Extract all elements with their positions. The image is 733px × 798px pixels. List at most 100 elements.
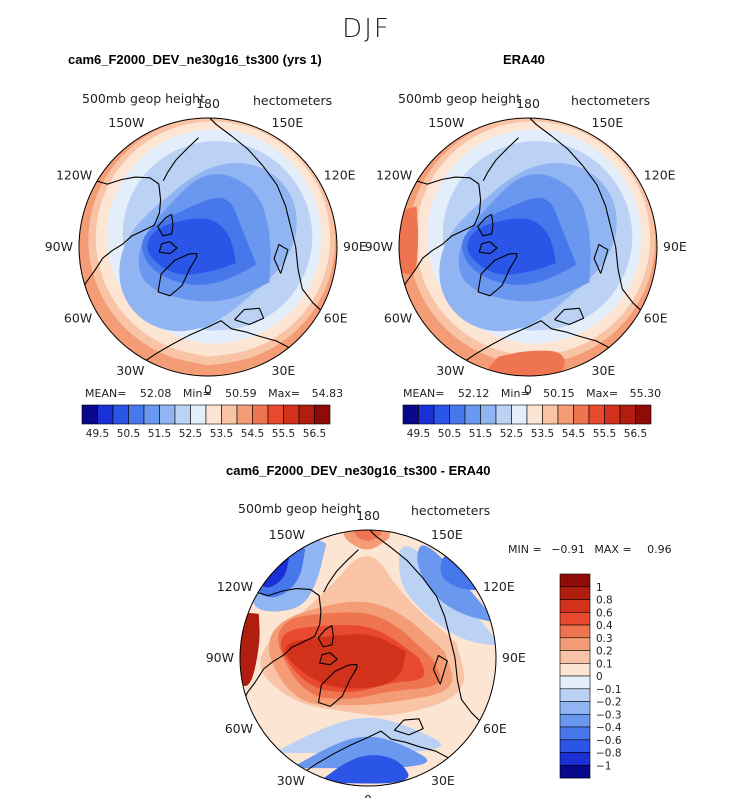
colorbar-swatch — [433, 404, 450, 425]
field-contour — [458, 173, 591, 302]
coastline — [400, 176, 482, 294]
colorbar-tick-label: 56.5 — [624, 428, 647, 440]
lon-label-30E: 30E — [272, 363, 296, 378]
colorbar-tick-label: 49.5 — [407, 428, 430, 440]
colorbar-tick-label: 0.2 — [596, 646, 613, 658]
colorbar-swatch — [559, 739, 591, 753]
lon-label-120E: 120E — [483, 579, 515, 594]
lon-label-150W: 150W — [108, 115, 144, 130]
colorbar-tick-label: 1 — [596, 582, 603, 594]
field-contour — [399, 546, 496, 647]
colorbar-tick-label: 51.5 — [469, 428, 492, 440]
panel-1-variable: 500mb geop height — [82, 91, 205, 106]
panel-2-mean: 52.12 — [457, 387, 490, 400]
coastline — [202, 118, 326, 316]
colorbar-swatch — [559, 611, 591, 626]
colorbar-swatch — [619, 404, 636, 425]
panel-3-colorbar: 10.80.60.40.30.20.10−0.1−0.2−0.3−0.4−0.6… — [559, 573, 622, 779]
field-contour — [442, 141, 633, 331]
field-contour — [119, 162, 297, 332]
lon-label-60E: 60E — [324, 311, 348, 326]
colorbar-tick-label: 55.5 — [272, 428, 295, 440]
colorbar-swatch — [112, 404, 129, 425]
field-contour — [467, 218, 556, 275]
field-contour — [417, 545, 496, 624]
colorbar-tick-label: 53.5 — [210, 428, 233, 440]
colorbar-tick-label: 53.5 — [531, 428, 554, 440]
coastline — [234, 307, 265, 326]
coastline — [362, 530, 485, 726]
coastline — [319, 652, 338, 666]
panel-2-max: 55.30 — [629, 387, 662, 400]
colorbar-tick-label: −0.4 — [596, 722, 622, 734]
coastline — [478, 241, 498, 255]
panel-3-min-label: MIN = — [508, 543, 542, 556]
colorbar-swatch — [402, 404, 419, 425]
colorbar-swatch — [81, 404, 98, 425]
panel-1-map — [78, 117, 338, 377]
colorbar-swatch — [314, 404, 331, 425]
colorbar-swatch — [159, 404, 176, 425]
panel-1-title: cam6_F2000_DEV_ne30g16_ts300 (yrs 1) — [68, 52, 322, 67]
colorbar-swatch — [559, 713, 591, 728]
field-contour — [408, 118, 656, 366]
panel-3-variable: 500mb geop height — [238, 501, 361, 516]
coastline — [554, 307, 585, 326]
field-contour — [343, 530, 391, 550]
colorbar-swatch — [604, 404, 621, 425]
colorbar-swatch — [143, 404, 160, 425]
colorbar-swatch — [559, 599, 591, 613]
panel-1-units: hectometers — [253, 93, 333, 108]
colorbar-swatch — [588, 404, 605, 425]
field-contour — [240, 612, 260, 686]
lon-label-90E: 90E — [343, 239, 367, 254]
colorbar-tick-label: −0.8 — [596, 748, 622, 760]
panel-3-max: 0.96 — [647, 543, 672, 556]
colorbar-swatch — [236, 404, 253, 425]
field-contour — [285, 634, 406, 689]
lon-label-30W: 30W — [277, 773, 305, 788]
colorbar-swatch — [283, 404, 300, 425]
lon-label-90W: 90W — [365, 239, 393, 254]
colorbar-swatch — [480, 404, 497, 425]
field-contour — [106, 129, 322, 345]
lon-label-150W: 150W — [269, 527, 305, 542]
panel-2-units: hectometers — [571, 93, 651, 108]
colorbar-tick-label: −0.3 — [596, 709, 622, 721]
field-contour — [278, 612, 441, 699]
coastline — [522, 118, 646, 316]
coastline — [157, 252, 198, 297]
field-contour — [415, 121, 651, 357]
panel-2-mean-label: MEAN= — [403, 387, 445, 400]
figure-title: DJF — [342, 14, 391, 44]
map-border — [239, 529, 497, 787]
coastline — [162, 137, 199, 181]
field-contour — [268, 601, 453, 706]
colorbar-swatch — [559, 726, 591, 741]
panel-3-min: −0.91 — [551, 543, 585, 556]
panel-3-title: cam6_F2000_DEV_ne30g16_ts300 - ERA40 — [226, 463, 491, 478]
map-border — [78, 117, 338, 377]
lon-label-90W: 90W — [206, 650, 234, 665]
colorbar-swatch — [190, 404, 207, 425]
lon-label-0: 0 — [364, 792, 372, 798]
panel-2-stats: MEAN= 52.12 Min= 50.15 Max= 55.30 — [403, 387, 661, 400]
panel-1-stats: MEAN= 52.08 Min= 50.59 Max= 54.83 — [85, 387, 343, 400]
panel-3-stats: MIN = −0.91 MAX = 0.96 — [508, 543, 672, 556]
colorbar-swatch — [418, 404, 435, 425]
lon-label-120W: 120W — [217, 579, 253, 594]
lon-label-60W: 60W — [225, 721, 253, 736]
panel-1-mean: 52.08 — [139, 387, 172, 400]
coastline — [432, 654, 448, 685]
colorbar-tick-label: 0.8 — [596, 595, 613, 607]
colorbar-swatch — [557, 404, 574, 425]
panel-2-colorbar: 49.5 50.5 51.5 52.5 53.5 54.5 55.5 56.5 — [402, 404, 652, 440]
lon-label-90W: 90W — [45, 239, 73, 254]
colorbar-tick-label: 51.5 — [148, 428, 171, 440]
coastline — [317, 625, 334, 648]
coastline — [482, 137, 519, 181]
colorbar-tick-label: 55.5 — [593, 428, 616, 440]
lon-label-30W: 30W — [436, 363, 464, 378]
panel-1-max-label: Max= — [268, 387, 301, 400]
